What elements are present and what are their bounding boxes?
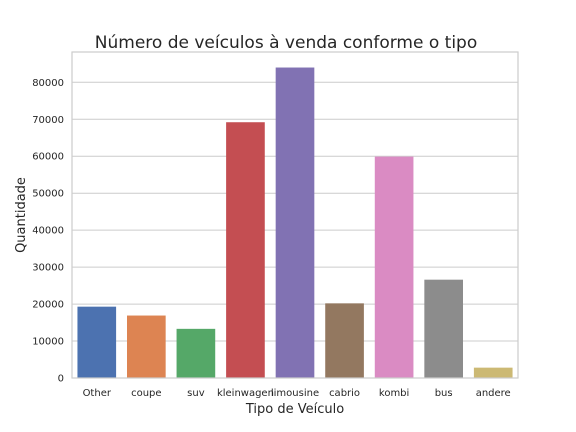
y-axis-label: Quantidade (14, 177, 29, 253)
bar-coupe (127, 315, 166, 378)
bar-andere (473, 367, 513, 378)
y-tick-label: 60000 (32, 152, 64, 163)
x-tick-label: limousine (271, 388, 319, 399)
bar-limousine (275, 67, 315, 379)
bar-bus (424, 279, 463, 378)
x-tick-label: cabrio (329, 388, 360, 399)
y-tick-label: 30000 (32, 263, 64, 274)
x-tick-label: Other (83, 388, 112, 399)
bar-cabrio (325, 303, 364, 378)
x-axis-label: Tipo de Veículo (245, 402, 344, 417)
x-tick-label: andere (476, 388, 511, 399)
bar-kombi (374, 156, 414, 378)
chart-title: Número de veículos à venda conforme o ti… (95, 33, 477, 53)
y-tick-label: 40000 (32, 226, 64, 237)
x-tick-label: suv (187, 388, 205, 399)
y-tick-label: 0 (58, 374, 64, 385)
bars (77, 67, 513, 379)
y-tick-label: 80000 (32, 78, 64, 89)
y-tick-label: 50000 (32, 189, 64, 200)
x-tick-label: kombi (379, 388, 409, 399)
bar-suv (176, 328, 216, 378)
y-tick-labels: 0 10000 20000 30000 40000 50000 60000 70000 8000… (32, 78, 64, 385)
bar-Other (77, 306, 117, 378)
x-tick-label: bus (435, 388, 453, 399)
y-tick-label: 70000 (32, 115, 64, 126)
x-tick-label: kleinwagen (217, 388, 274, 399)
plot-frame (71, 51, 519, 379)
y-tick-label: 20000 (32, 300, 64, 311)
bar-kleinwagen (226, 122, 265, 378)
y-tick-label: 10000 (32, 337, 64, 348)
x-tick-label: coupe (131, 388, 161, 399)
